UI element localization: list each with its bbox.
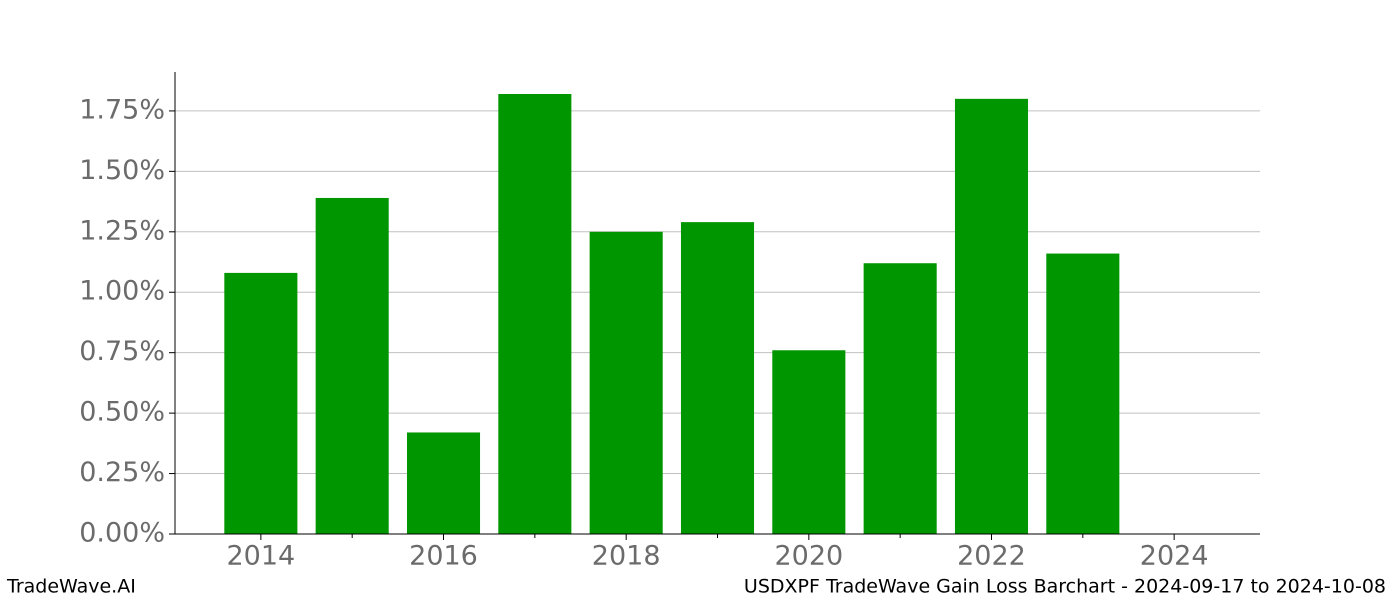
- y-tick-label: 0.00%: [79, 518, 165, 549]
- bar: [863, 263, 937, 534]
- bar: [680, 222, 755, 534]
- footer-brand: TradeWave.AI: [6, 576, 136, 598]
- y-tick-label: 1.75%: [79, 94, 165, 125]
- bar: [589, 231, 663, 535]
- bar: [954, 98, 1029, 534]
- x-tick-label: 2014: [226, 541, 295, 572]
- y-tick-label: 1.00%: [79, 276, 165, 307]
- bar: [406, 432, 481, 534]
- bar: [224, 272, 298, 534]
- bar: [772, 350, 846, 534]
- y-tick-label: 1.50%: [79, 155, 165, 186]
- bar: [315, 197, 389, 534]
- y-tick-label: 0.25%: [79, 457, 165, 488]
- footer-title: USDXPF TradeWave Gain Loss Barchart - 20…: [744, 576, 1386, 598]
- x-tick-label: 2016: [409, 541, 478, 572]
- bar: [498, 94, 572, 534]
- y-tick-label: 1.25%: [79, 215, 165, 246]
- x-tick-label: 2022: [957, 541, 1026, 572]
- bar: [1046, 253, 1120, 535]
- x-tick-label: 2020: [774, 541, 843, 572]
- y-tick-label: 0.75%: [79, 336, 165, 367]
- x-tick-label: 2024: [1140, 541, 1209, 572]
- x-tick-label: 2018: [592, 541, 661, 572]
- y-tick-label: 0.50%: [79, 397, 165, 428]
